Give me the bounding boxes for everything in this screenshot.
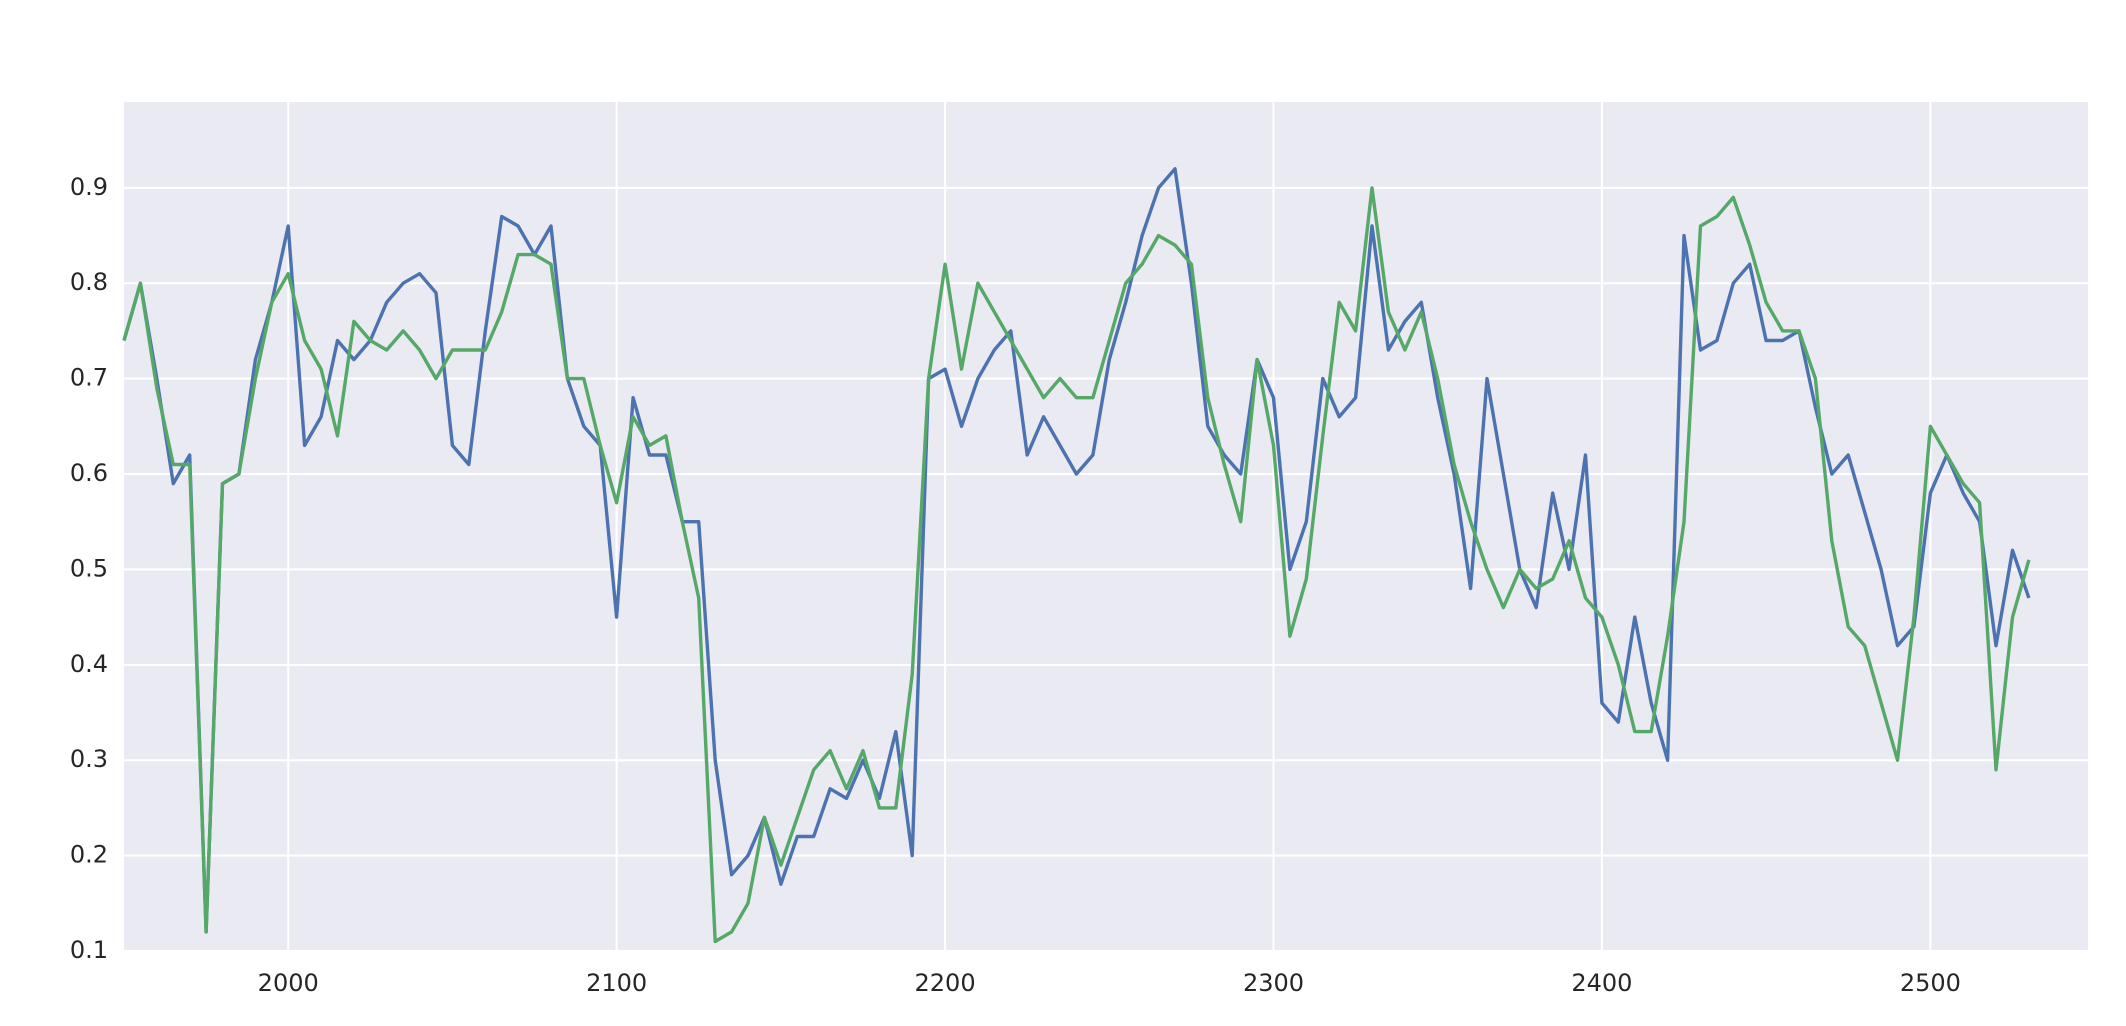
y-tick-label: 0.5 [70,554,108,582]
x-tick-label: 2000 [258,969,319,997]
y-tick-label: 0.9 [70,173,108,201]
data-line [122,167,2031,934]
x-tick-label: 2200 [915,969,976,997]
data-line [122,186,2031,944]
y-tick-label: 0.6 [70,459,108,487]
plot-area [124,102,2088,951]
y-tick-label: 0.4 [70,650,108,678]
x-tick-label: 2500 [1900,969,1961,997]
y-tick-label: 0.7 [70,364,108,392]
x-tick-label: 2400 [1571,969,1632,997]
y-tick-label: 0.8 [70,268,108,296]
y-tick-label: 0.3 [70,745,108,773]
y-tick-label: 0.2 [70,841,108,869]
x-tick-label: 2100 [586,969,647,997]
x-tick-label: 2300 [1243,969,1304,997]
y-tick-label: 0.1 [70,936,108,964]
